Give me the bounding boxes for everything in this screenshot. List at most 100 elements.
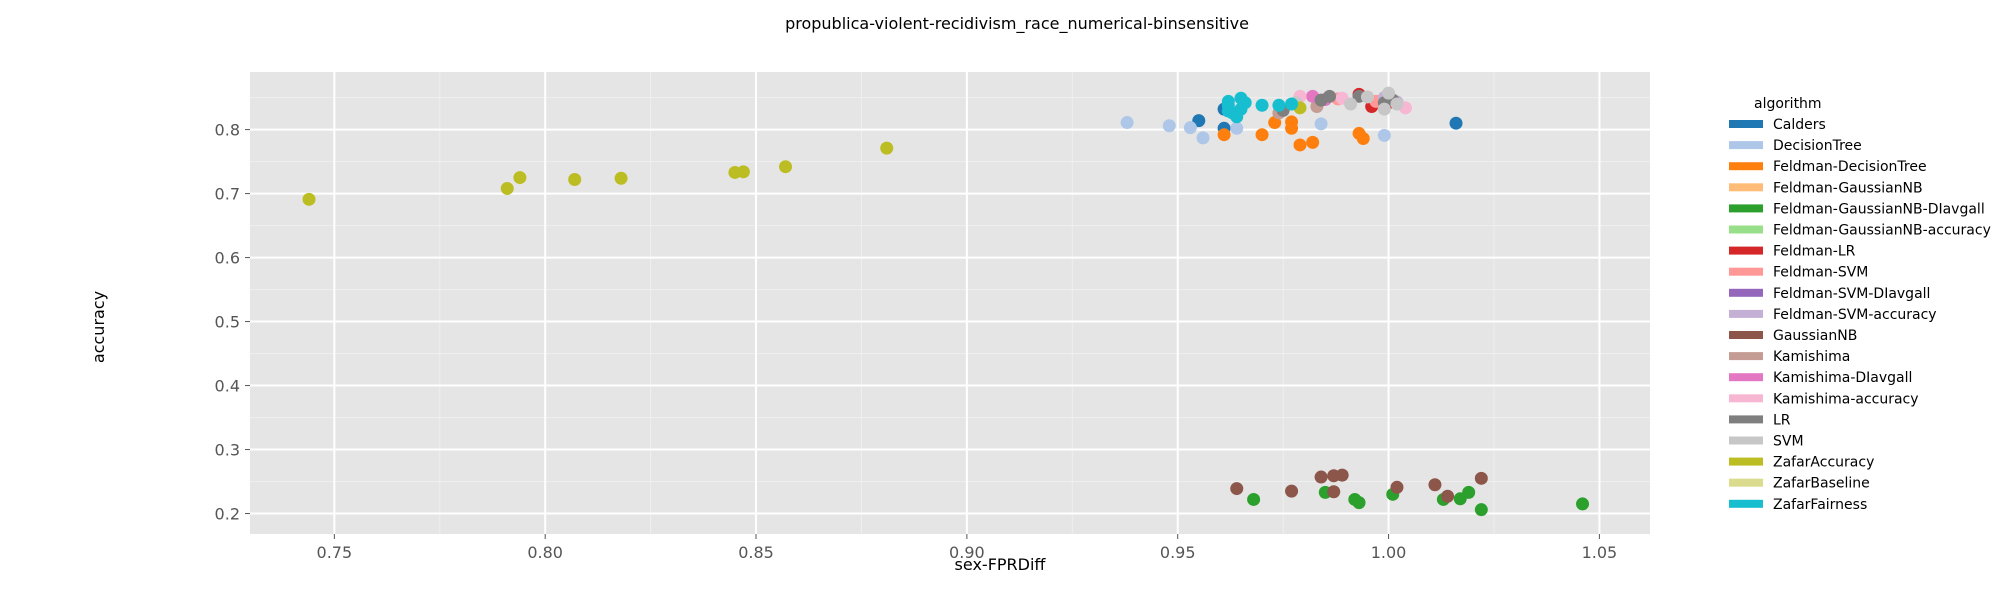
legend-label: Kamishima — [1773, 349, 1850, 365]
x-tick-label: 1.00 — [1371, 543, 1407, 562]
legend-label: Feldman-SVM-DIavgall — [1773, 286, 1930, 302]
legend-label: DecisionTree — [1773, 138, 1862, 154]
gridlines — [250, 72, 1650, 534]
legend-label: GaussianNB — [1773, 328, 1857, 344]
legend-swatch — [1729, 499, 1763, 508]
legend-swatch — [1729, 331, 1763, 339]
legend-swatch — [1729, 162, 1763, 171]
data-point — [1230, 482, 1244, 496]
y-tick-label: 0.3 — [215, 441, 240, 460]
data-point — [1238, 96, 1252, 110]
legend-label: Kamishima-accuracy — [1773, 391, 1919, 407]
legend-label: Feldman-GaussianNB — [1773, 180, 1923, 196]
x-tick-label: 0.85 — [738, 543, 774, 562]
data-point — [1314, 117, 1328, 131]
data-points — [302, 86, 1590, 517]
data-point — [1285, 97, 1299, 111]
legend-swatch — [1729, 436, 1763, 445]
x-tick-label: 0.95 — [1160, 543, 1196, 562]
legend-swatch — [1729, 141, 1763, 150]
x-tick-label: 1.05 — [1582, 543, 1618, 562]
x-tick-label: 0.75 — [317, 543, 353, 562]
legend-swatch — [1729, 288, 1763, 297]
data-point — [1352, 496, 1366, 510]
x-tick-label: 0.80 — [527, 543, 563, 562]
data-point — [1196, 131, 1210, 145]
data-point — [1390, 97, 1404, 111]
legend-label: Feldman-DecisionTree — [1773, 159, 1927, 175]
data-point — [1356, 132, 1370, 146]
data-point — [1360, 90, 1374, 104]
axis-ticks: 0.75 0.80 0.85 0.90 0.95 1.00 1.05 0.2 0.3 0.4 0.5… — [215, 121, 1618, 562]
legend-swatch — [1729, 457, 1763, 466]
plot-panel — [250, 72, 1650, 534]
legend-swatch — [1729, 267, 1763, 276]
legend-swatch — [1729, 120, 1763, 128]
data-point — [1576, 497, 1590, 511]
y-tick-label: 0.4 — [215, 377, 240, 396]
y-tick-label: 0.7 — [215, 185, 240, 204]
legend-swatch — [1729, 309, 1763, 318]
legend-label: SVM — [1773, 434, 1804, 450]
legend-swatch — [1729, 246, 1763, 255]
data-point — [1474, 503, 1488, 517]
data-point — [1285, 121, 1299, 135]
data-point — [1293, 138, 1307, 152]
legend-label: Feldman-SVM-accuracy — [1773, 307, 1937, 323]
data-point — [1217, 128, 1231, 142]
data-point — [1462, 485, 1476, 499]
data-point — [1230, 121, 1244, 135]
legend-label: Feldman-GaussianNB-DIavgall — [1773, 201, 1985, 217]
legend-title: algorithm — [1754, 96, 1822, 112]
y-tick-label: 0.2 — [215, 505, 240, 524]
legend-label: Kamishima-DIavgall — [1773, 370, 1912, 386]
data-point — [614, 171, 628, 185]
legend-swatch — [1729, 415, 1763, 424]
legend-swatch — [1729, 183, 1763, 192]
data-point — [1327, 485, 1341, 499]
legend-swatch — [1729, 394, 1763, 403]
data-point — [1377, 128, 1391, 142]
data-point — [1162, 119, 1176, 133]
data-point — [1335, 468, 1349, 482]
data-point — [1449, 116, 1463, 130]
chart-title: propublica-violent-recidivism_race_numer… — [785, 14, 1249, 34]
legend-label: LR — [1773, 412, 1791, 428]
data-point — [1272, 98, 1286, 112]
data-point — [736, 165, 750, 179]
data-point — [513, 171, 527, 185]
data-point — [1183, 121, 1197, 135]
data-point — [1314, 470, 1328, 484]
legend-label: Feldman-GaussianNB-accuracy — [1773, 223, 1991, 239]
legend-swatch — [1729, 352, 1763, 361]
data-point — [1247, 492, 1261, 506]
legend-label: Calders — [1773, 117, 1826, 133]
data-point — [1377, 102, 1391, 116]
data-point — [880, 141, 894, 155]
legend-swatch — [1729, 225, 1763, 234]
data-point — [1255, 98, 1269, 112]
data-point — [1390, 480, 1404, 494]
legend-label: ZafarFairness — [1773, 497, 1867, 513]
data-point — [779, 160, 793, 174]
legend-swatch — [1729, 204, 1763, 213]
data-point — [1428, 478, 1442, 492]
data-point — [1323, 89, 1337, 103]
data-point — [568, 173, 582, 187]
legend-swatch — [1729, 373, 1763, 382]
y-tick-label: 0.5 — [215, 313, 240, 332]
data-point — [1382, 86, 1396, 100]
data-point — [1344, 97, 1358, 111]
data-point — [500, 181, 514, 195]
data-point — [1255, 128, 1269, 142]
data-point — [1306, 135, 1320, 149]
x-axis-label: sex-FPRDiff — [955, 555, 1047, 574]
y-tick-label: 0.8 — [215, 121, 240, 140]
data-point — [1474, 471, 1488, 485]
data-point — [1441, 489, 1455, 503]
legend-label: Feldman-LR — [1773, 244, 1856, 260]
y-tick-label: 0.6 — [215, 249, 240, 268]
legend-label: ZafarAccuracy — [1773, 455, 1874, 471]
legend-swatch — [1729, 478, 1763, 487]
